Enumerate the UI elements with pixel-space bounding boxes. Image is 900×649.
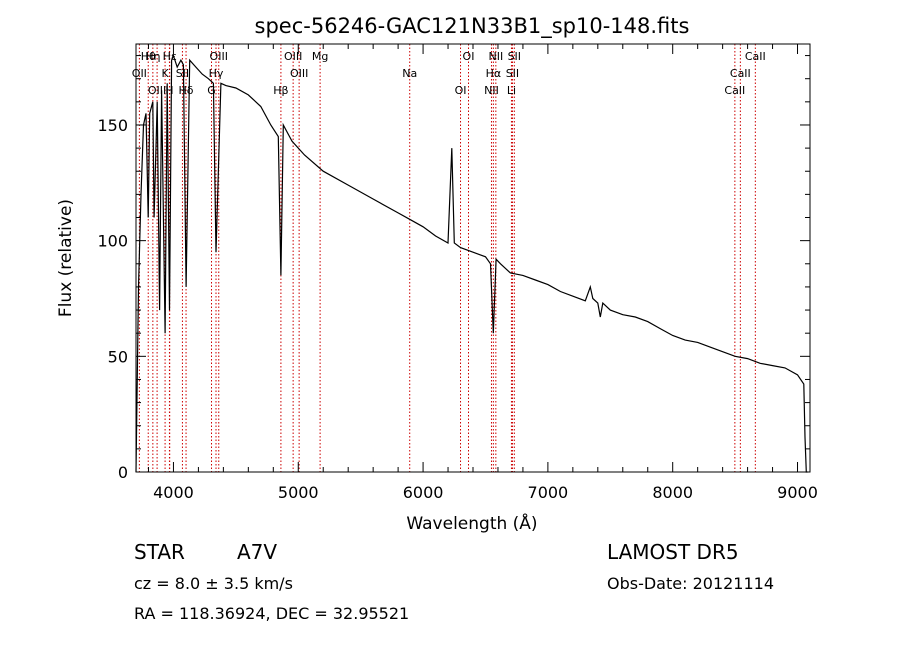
line-label: Hδ: [179, 84, 194, 97]
line-label: NII: [484, 84, 499, 97]
line-label: Mg: [312, 50, 328, 63]
x-tick-label: 4000: [153, 483, 194, 502]
y-tick-label: 0: [118, 463, 128, 482]
line-label: Hα: [486, 67, 502, 80]
line-label: Hθ: [141, 50, 156, 63]
line-label: CaII: [745, 50, 766, 63]
coordinates: RA = 118.36924, DEC = 32.95521: [134, 604, 410, 623]
x-tick-label: 5000: [278, 483, 319, 502]
line-label: K: [161, 67, 169, 80]
line-label: OII: [132, 67, 147, 80]
y-tick-label: 150: [97, 116, 128, 135]
line-label: NII: [488, 50, 503, 63]
survey-name: LAMOST DR5: [607, 540, 739, 564]
redshift-readout: cz = 8.0 ± 3.5 km/s: [134, 574, 293, 593]
line-label: H: [165, 84, 173, 97]
plot-frame: [135, 43, 811, 473]
y-axis-label: Flux (relative): [56, 199, 76, 317]
line-label: SII: [176, 67, 189, 80]
line-label: G: [207, 84, 216, 97]
line-label: Hγ: [209, 67, 224, 80]
line-label: OIII: [148, 84, 166, 97]
line-label: CaII: [730, 67, 751, 80]
object-type: STAR: [134, 540, 185, 564]
line-label: SII: [506, 67, 519, 80]
line-label: OI: [463, 50, 475, 63]
line-label: Li: [507, 84, 516, 97]
line-label: Hη: [145, 50, 160, 63]
chart-title: spec-56246-GAC121N33B1_sp10-148.fits: [255, 14, 690, 39]
subclass: A7V: [237, 540, 278, 564]
obs-date: Obs-Date: 20121114: [607, 574, 775, 593]
line-label: Hβ: [273, 84, 288, 97]
x-tick-label: 8000: [652, 483, 693, 502]
y-tick-label: 50: [108, 347, 128, 366]
line-label: Na: [402, 67, 417, 80]
y-tick-label: 100: [97, 232, 128, 251]
x-tick-label: 9000: [777, 483, 818, 502]
line-label: CaII: [724, 84, 745, 97]
spectrum-line: [135, 53, 808, 473]
y-axis: 0 50 100 150: [97, 55, 810, 482]
line-label: OIII: [284, 50, 302, 63]
line-labels: HθOIIOIIIHηKHHεSIIHδOIIIHγGOIIIOIIIHβMgN…: [132, 50, 766, 97]
line-label: SII: [508, 50, 521, 63]
line-label: OIII: [290, 67, 308, 80]
x-tick-label: 7000: [528, 483, 569, 502]
x-axis-label: Wavelength (Å): [406, 512, 537, 534]
line-label: OIII: [210, 50, 228, 63]
x-axis: 4000 5000 6000 7000 8000 9000: [147, 44, 818, 502]
x-tick-label: 6000: [403, 483, 444, 502]
line-markers: [138, 44, 756, 472]
line-label: OI: [455, 84, 467, 97]
